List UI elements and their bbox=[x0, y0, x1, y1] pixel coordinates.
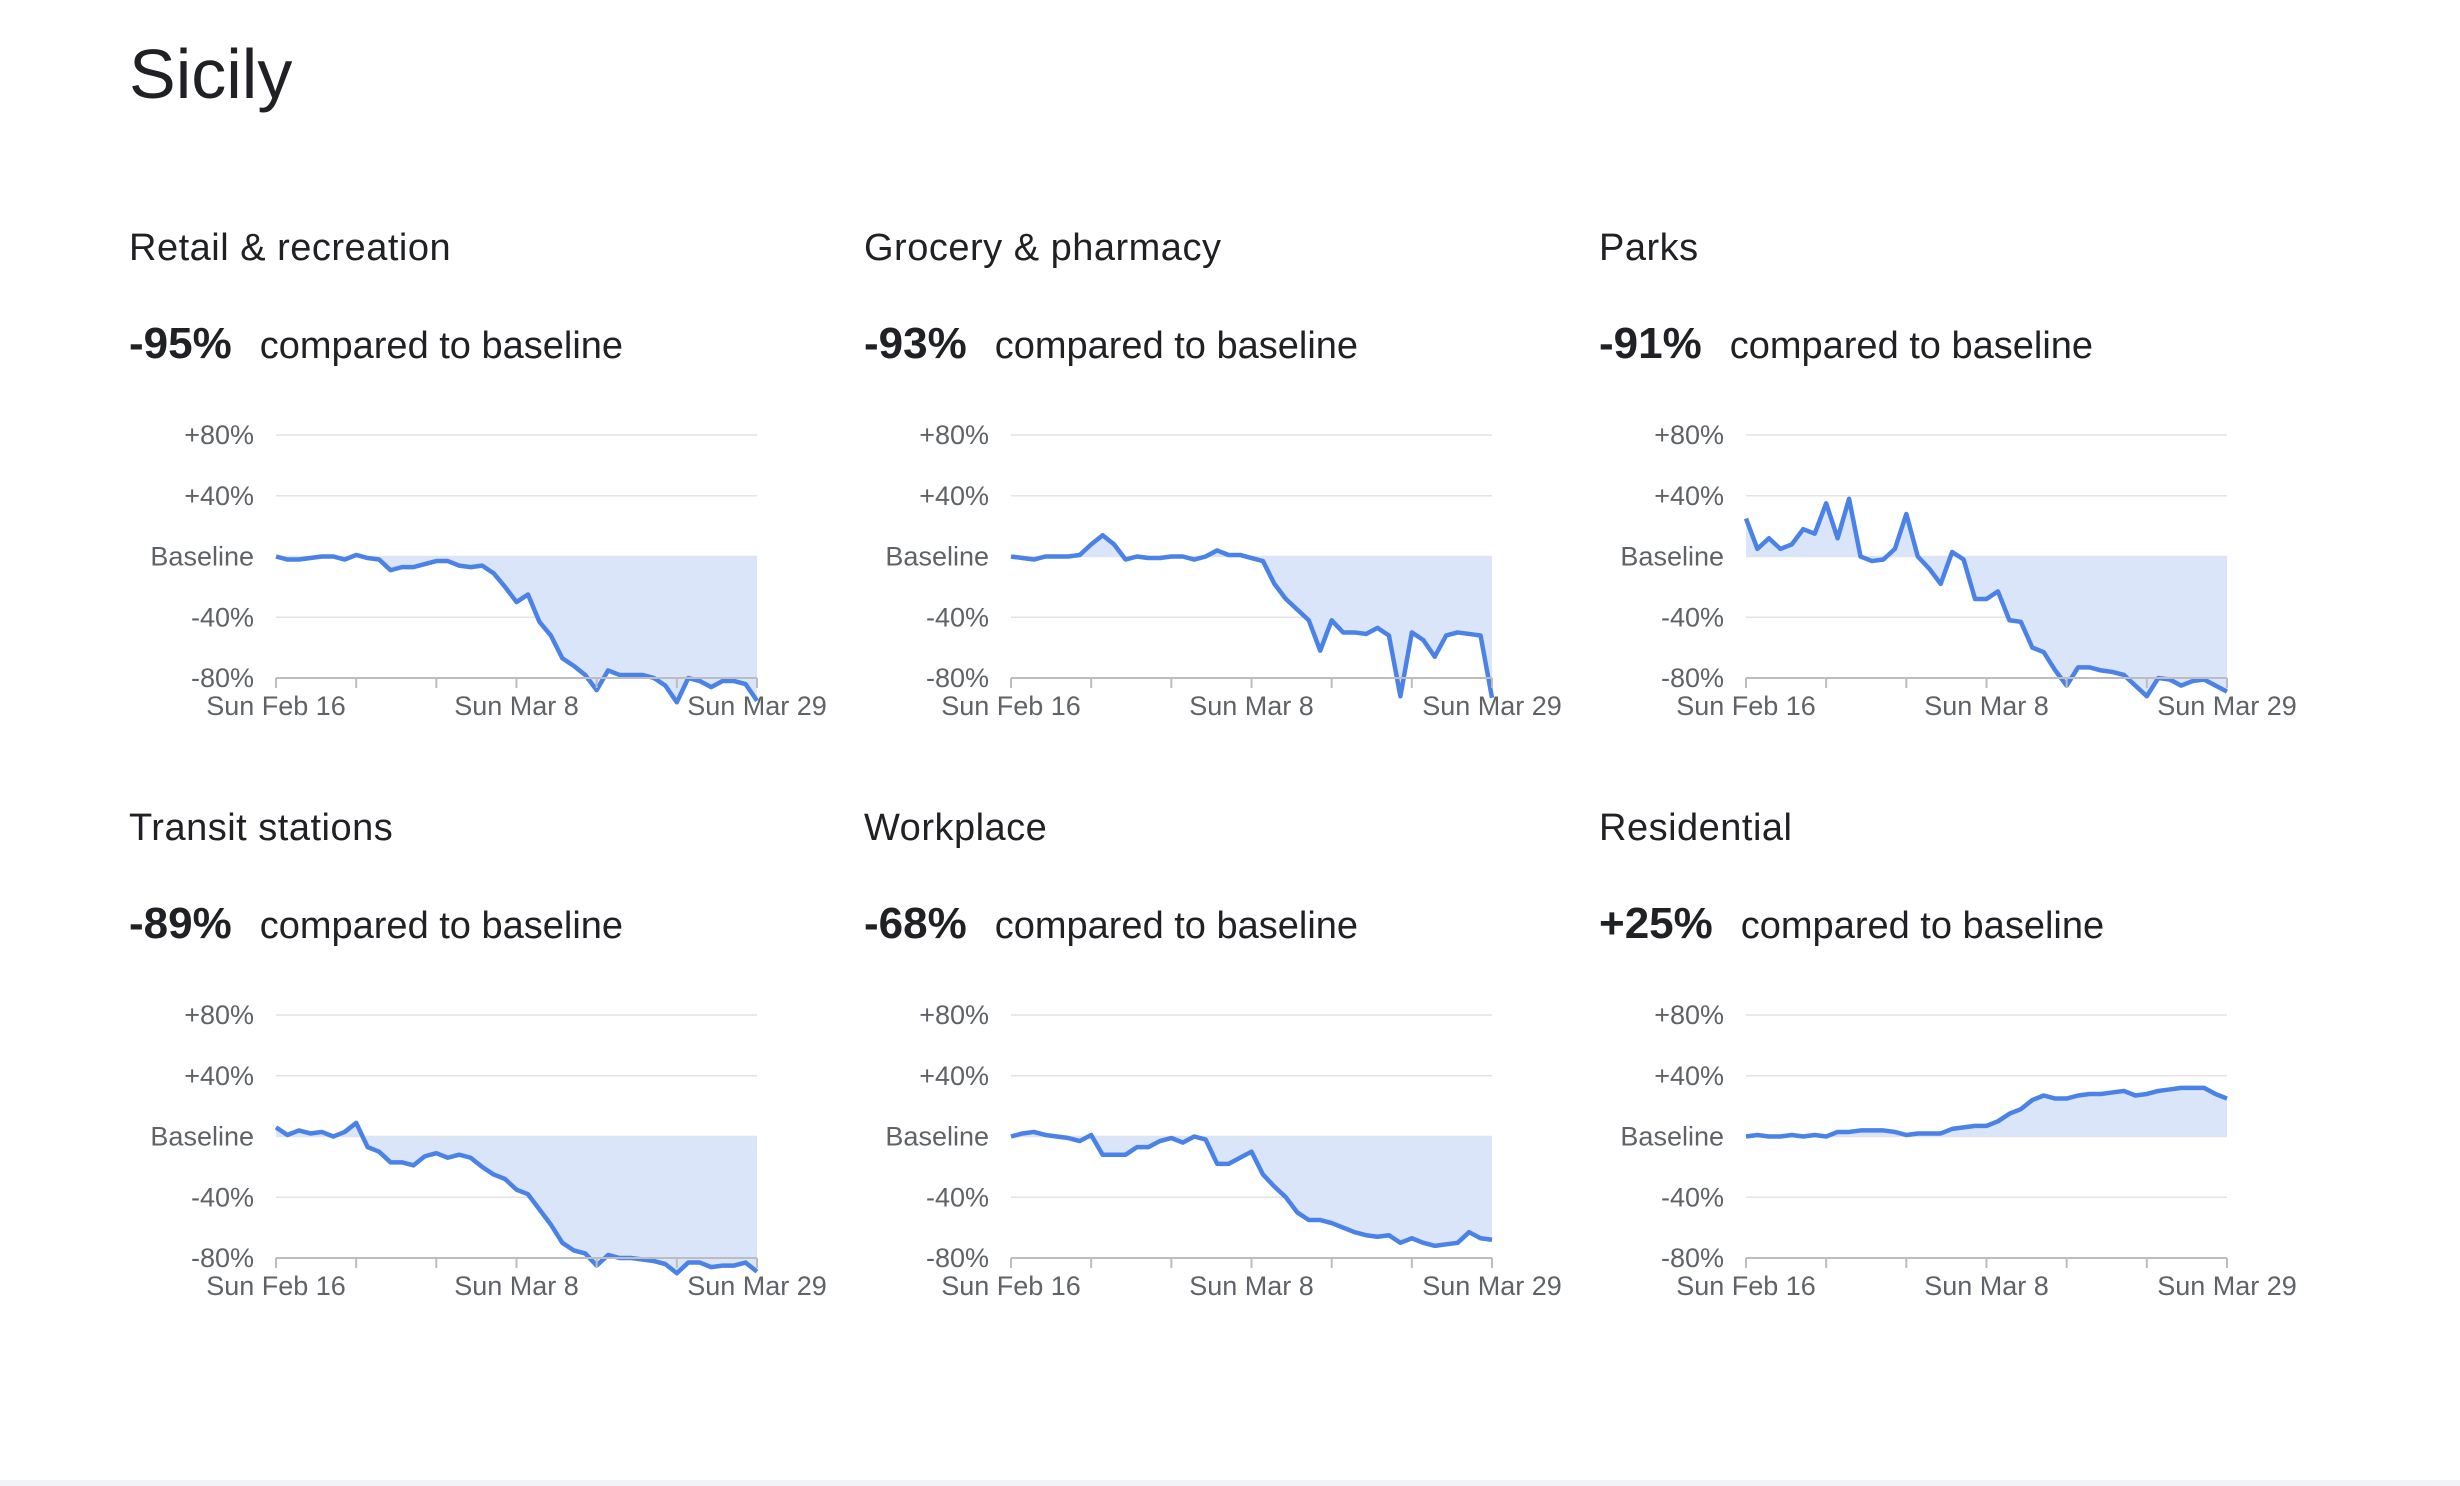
panel-title: Parks bbox=[1599, 227, 1699, 269]
y-tick-label: +80% bbox=[1654, 1000, 1724, 1030]
area bbox=[276, 554, 757, 703]
y-tick-label: Baseline bbox=[885, 1122, 989, 1152]
y-tick-label: -40% bbox=[926, 1182, 989, 1212]
y-tick-label: Baseline bbox=[1620, 1122, 1724, 1152]
y-tick-label: -40% bbox=[1661, 602, 1724, 632]
y-tick-label: +40% bbox=[184, 481, 254, 511]
summary-text: compared to baseline bbox=[995, 325, 1358, 367]
x-tick-label: Sun Mar 8 bbox=[454, 691, 579, 721]
y-tick-label: +80% bbox=[919, 1000, 989, 1030]
x-tick-label: Sun Mar 8 bbox=[1924, 691, 2049, 721]
x-tick-label: Sun Mar 29 bbox=[1422, 691, 1562, 721]
x-tick-label: Sun Feb 16 bbox=[206, 1271, 346, 1301]
x-tick-label: Sun Mar 8 bbox=[454, 1271, 579, 1301]
x-tick-label: Sun Feb 16 bbox=[941, 691, 1081, 721]
x-tick-label: Sun Mar 29 bbox=[2157, 691, 2297, 721]
panel-title: Retail & recreation bbox=[129, 227, 451, 269]
panel-title: Grocery & pharmacy bbox=[864, 227, 1221, 269]
area bbox=[1746, 1087, 2227, 1137]
line bbox=[274, 1120, 759, 1276]
y-tick-label: +80% bbox=[184, 420, 254, 450]
area bbox=[1011, 535, 1492, 698]
panel-title: Transit stations bbox=[129, 807, 393, 849]
x-tick-label: Sun Mar 8 bbox=[1189, 1271, 1314, 1301]
page-title: Sicily bbox=[129, 35, 292, 113]
summary-text: compared to baseline bbox=[1730, 325, 2093, 367]
x-tick-label: Sun Mar 8 bbox=[1924, 1271, 2049, 1301]
area bbox=[1011, 1131, 1492, 1246]
line bbox=[1745, 1085, 2228, 1139]
x-tick-label: Sun Mar 29 bbox=[2157, 1271, 2297, 1301]
summary-value: -93% bbox=[864, 319, 967, 368]
summary-text: compared to baseline bbox=[260, 325, 623, 367]
summary-value: -89% bbox=[129, 899, 232, 948]
summary-value: -95% bbox=[129, 319, 232, 368]
summary-text: compared to baseline bbox=[995, 905, 1358, 947]
summary-value: -91% bbox=[1599, 319, 1702, 368]
x-tick-label: Sun Mar 29 bbox=[687, 691, 827, 721]
y-tick-label: +80% bbox=[184, 1000, 254, 1030]
x-tick-label: Sun Feb 16 bbox=[206, 691, 346, 721]
summary-text: compared to baseline bbox=[1741, 905, 2104, 947]
y-tick-label: -40% bbox=[926, 602, 989, 632]
y-tick-label: +40% bbox=[919, 481, 989, 511]
line bbox=[1010, 532, 1495, 699]
footer-band bbox=[0, 1480, 2460, 1486]
y-tick-label: -80% bbox=[1661, 663, 1724, 693]
y-tick-label: -80% bbox=[1661, 1243, 1724, 1273]
y-tick-label: -80% bbox=[191, 663, 254, 693]
line bbox=[275, 552, 759, 705]
x-tick-label: Sun Mar 29 bbox=[687, 1271, 827, 1301]
x-tick-label: Sun Feb 16 bbox=[1676, 1271, 1816, 1301]
y-tick-label: +40% bbox=[1654, 481, 1724, 511]
line bbox=[1743, 496, 2229, 699]
summary-value: +25% bbox=[1599, 899, 1713, 948]
y-tick-label: -40% bbox=[191, 1182, 254, 1212]
summary-value: -68% bbox=[864, 899, 967, 948]
x-tick-label: Sun Mar 29 bbox=[1422, 1271, 1562, 1301]
y-tick-label: Baseline bbox=[885, 542, 989, 572]
panel-title: Residential bbox=[1599, 807, 1793, 849]
y-tick-label: Baseline bbox=[150, 542, 254, 572]
y-tick-label: +40% bbox=[919, 1061, 989, 1091]
y-tick-label: +80% bbox=[919, 420, 989, 450]
y-tick-label: +40% bbox=[1654, 1061, 1724, 1091]
x-tick-label: Sun Feb 16 bbox=[1676, 691, 1816, 721]
y-tick-label: -80% bbox=[191, 1243, 254, 1273]
x-tick-label: Sun Mar 8 bbox=[1189, 691, 1314, 721]
y-tick-label: -40% bbox=[191, 602, 254, 632]
y-tick-label: Baseline bbox=[150, 1122, 254, 1152]
x-tick-label: Sun Feb 16 bbox=[941, 1271, 1081, 1301]
y-tick-label: +40% bbox=[184, 1061, 254, 1091]
panel-title: Workplace bbox=[864, 807, 1047, 849]
y-tick-label: Baseline bbox=[1620, 542, 1724, 572]
line bbox=[1010, 1129, 1493, 1249]
summary-text: compared to baseline bbox=[260, 905, 623, 947]
y-tick-label: -80% bbox=[926, 663, 989, 693]
y-tick-label: +80% bbox=[1654, 420, 1724, 450]
y-tick-label: -40% bbox=[1661, 1182, 1724, 1212]
y-tick-label: -80% bbox=[926, 1243, 989, 1273]
